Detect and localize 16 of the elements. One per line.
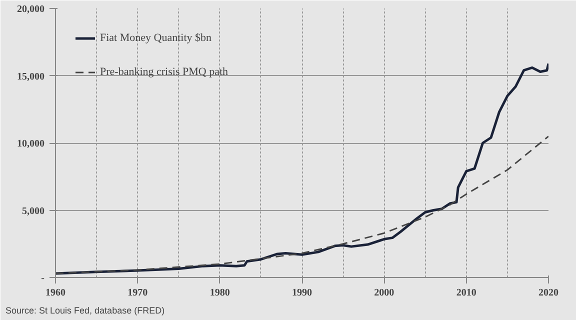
y-tick-label: 20,000 xyxy=(17,4,44,15)
y-tick-label: 5,000 xyxy=(22,206,44,217)
y-tick-label: 10,000 xyxy=(17,138,44,150)
x-tick-label: 1960 xyxy=(46,288,66,298)
y-tick-label: - xyxy=(41,273,45,284)
legend-label: Pre-banking crisis PMQ path xyxy=(100,66,228,78)
x-tick-label: 2020 xyxy=(538,288,558,298)
line-series xyxy=(56,136,548,274)
x-tick-label: 2010 xyxy=(456,288,476,298)
x-tick-label: 1970 xyxy=(128,288,148,298)
x-tick-label: 1990 xyxy=(292,288,312,298)
x-tick-label: 2000 xyxy=(374,288,394,298)
y-tick-label: 15,000 xyxy=(17,71,44,82)
source-note: Source: St Louis Fed, database (FRED) xyxy=(6,306,165,316)
legend-label: Fiat Money Quantity $bn xyxy=(100,32,212,44)
x-tick-label: 1980 xyxy=(210,288,230,298)
